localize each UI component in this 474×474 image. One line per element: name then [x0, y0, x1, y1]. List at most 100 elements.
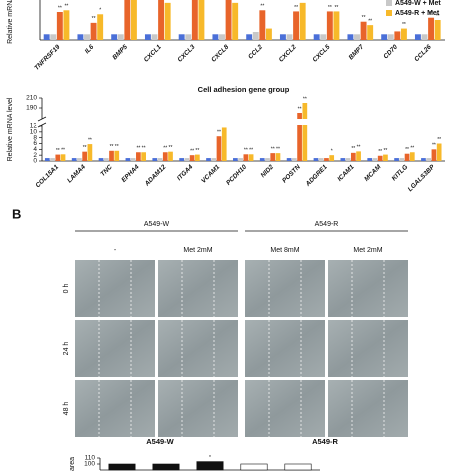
y-tick-label: 100	[84, 461, 95, 468]
significance: **	[301, 0, 305, 2]
micrograph	[245, 380, 325, 437]
bar	[90, 22, 97, 40]
bar	[184, 158, 190, 161]
significance: **	[437, 137, 441, 143]
bar	[212, 34, 219, 40]
x-tick-label: ICAM1	[336, 163, 356, 183]
bar	[313, 158, 319, 161]
bar	[44, 158, 50, 161]
bar	[196, 461, 224, 471]
micrograph	[328, 260, 408, 317]
break-mark	[37, 122, 47, 128]
significance: **	[271, 146, 275, 152]
bar	[299, 2, 306, 40]
legend-swatch	[386, 0, 392, 6]
break-mark	[37, 116, 47, 122]
significance: **	[249, 148, 253, 154]
bar	[265, 158, 270, 161]
significance: **	[436, 13, 440, 19]
x-tick-label: PCDH10	[225, 163, 248, 186]
significance: **	[362, 15, 366, 21]
significance: **	[217, 130, 221, 136]
bar	[350, 152, 356, 161]
micrograph	[245, 260, 325, 317]
bar	[360, 21, 367, 40]
significance: **	[136, 146, 140, 152]
x-tick-label: NID2	[260, 163, 276, 179]
bar	[291, 158, 297, 161]
bar	[221, 127, 227, 161]
significance: **	[61, 148, 65, 154]
significance: **	[429, 11, 433, 17]
significance: **	[58, 5, 62, 11]
significance: **	[115, 144, 119, 150]
bar	[151, 34, 158, 40]
bar	[225, 0, 232, 41]
x-tick-label: CCL2	[247, 43, 264, 60]
bar	[191, 0, 198, 41]
y-tick-label: 190	[26, 105, 37, 112]
bar	[409, 152, 415, 161]
bar	[286, 158, 292, 161]
micrograph	[75, 260, 155, 317]
bar	[302, 103, 308, 161]
x-tick-label: CCL26	[413, 43, 433, 63]
y-tick-label: 12	[30, 123, 38, 130]
x-tick-label: COL15A1	[34, 163, 60, 189]
y-tick-label: 110	[85, 455, 96, 462]
y-tick-label: 10	[30, 129, 38, 136]
axis-break	[36, 119, 445, 125]
significance: **	[83, 145, 87, 151]
bar	[50, 158, 55, 161]
bar	[421, 158, 426, 161]
significance: **	[402, 22, 406, 28]
bar	[329, 155, 335, 161]
legend-swatch	[386, 10, 392, 16]
significance: **	[298, 106, 302, 112]
significance: **	[334, 5, 338, 11]
significance: **	[195, 148, 199, 154]
bar	[340, 158, 346, 161]
bar	[367, 158, 373, 161]
bar	[206, 158, 211, 161]
bar	[97, 14, 104, 41]
bar	[265, 28, 272, 40]
bar	[238, 158, 243, 161]
bar	[297, 113, 302, 161]
bar	[60, 154, 66, 161]
bar	[130, 158, 136, 161]
bar	[189, 155, 195, 161]
bar	[400, 28, 407, 40]
x-tick-label: LAMA4	[66, 163, 87, 184]
x-tick-label: CD70	[382, 43, 399, 60]
y-tick-label: 2	[33, 152, 37, 159]
panel-label: B	[12, 206, 21, 221]
significance: **	[142, 146, 146, 152]
bar	[333, 11, 340, 40]
group-label: A549-R	[315, 221, 339, 228]
bar	[87, 144, 93, 161]
bar	[130, 0, 137, 41]
bar	[82, 151, 88, 161]
bar	[426, 158, 432, 161]
bar	[367, 25, 374, 40]
significance: **	[432, 143, 436, 149]
bar	[164, 2, 171, 40]
x-tick-label: VCAM1	[200, 163, 221, 184]
micrograph	[245, 320, 325, 377]
bar	[71, 158, 77, 161]
row-label: 0 h	[63, 284, 70, 294]
significance: *	[331, 148, 333, 154]
bar	[77, 158, 82, 161]
bar	[381, 34, 388, 40]
x-tick-label: POSTN	[281, 163, 302, 184]
bar	[259, 158, 265, 161]
bar	[313, 34, 320, 40]
significance: **	[56, 148, 60, 154]
cell-line-label: A549-W	[146, 437, 174, 446]
y-tick-label: 6	[33, 140, 37, 147]
y-tick-label: 8	[33, 134, 37, 141]
significance: **	[169, 145, 173, 151]
bar	[152, 158, 158, 161]
bar	[63, 10, 70, 41]
